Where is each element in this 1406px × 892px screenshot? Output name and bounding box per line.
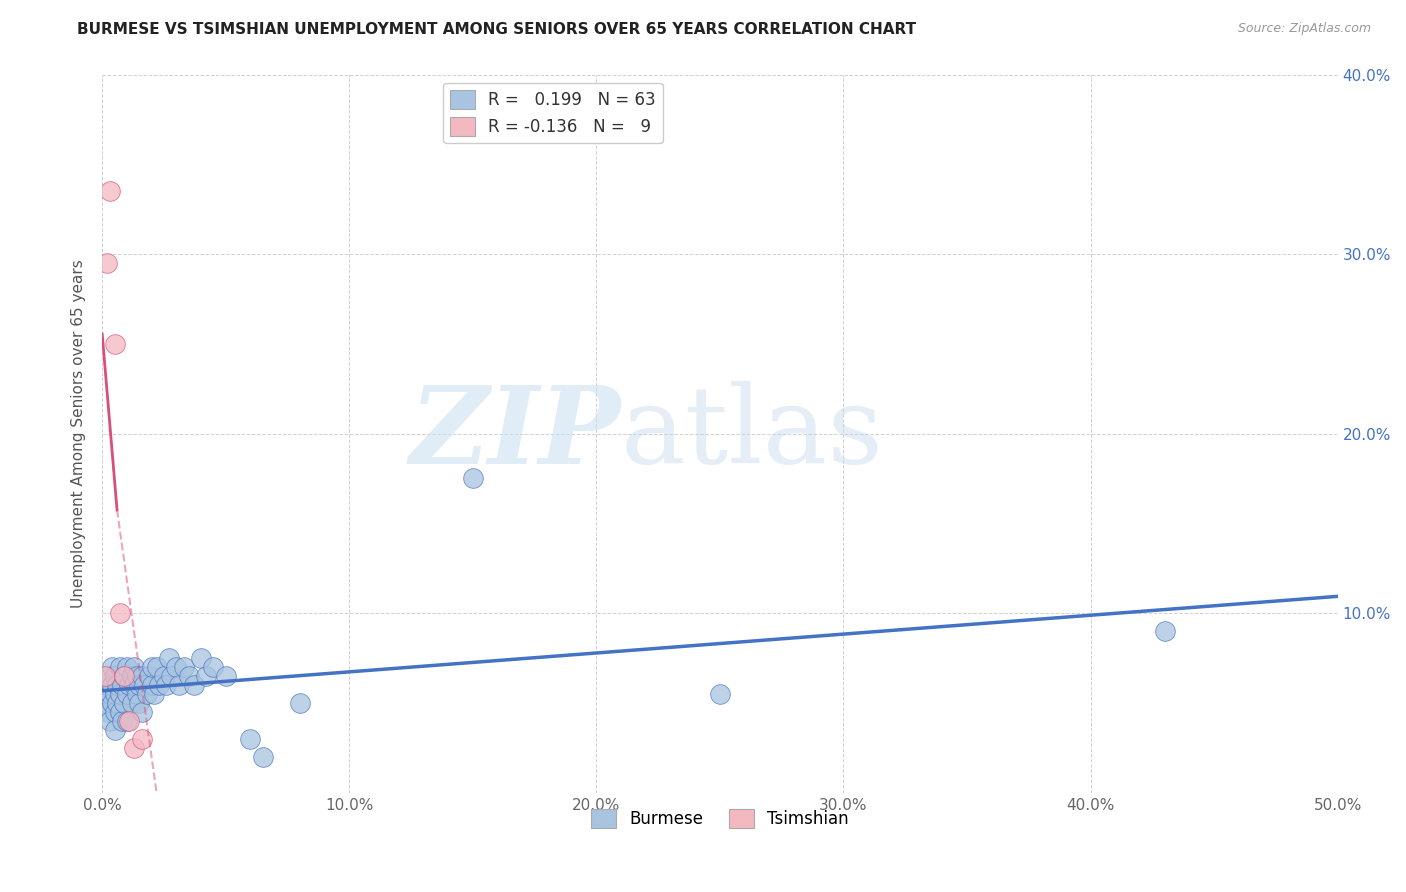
- Point: [111, 678, 134, 692]
- Point: [131, 705, 153, 719]
- Legend: Burmese, Tsimshian: Burmese, Tsimshian: [585, 802, 855, 835]
- Point: [155, 678, 177, 692]
- Point: [125, 687, 148, 701]
- Point: [143, 687, 166, 701]
- Point: [105, 696, 128, 710]
- Y-axis label: Unemployment Among Seniors over 65 years: Unemployment Among Seniors over 65 years: [72, 260, 86, 608]
- Point: [134, 678, 156, 692]
- Point: [108, 705, 131, 719]
- Point: [709, 687, 731, 701]
- Point: [125, 669, 148, 683]
- Text: Source: ZipAtlas.com: Source: ZipAtlas.com: [1237, 22, 1371, 36]
- Point: [93, 669, 115, 683]
- Point: [108, 606, 131, 620]
- Point: [98, 714, 121, 728]
- Point: [121, 696, 143, 710]
- Point: [190, 651, 212, 665]
- Point: [128, 678, 150, 692]
- Point: [135, 687, 157, 701]
- Point: [173, 660, 195, 674]
- Point: [98, 184, 121, 198]
- Point: [131, 731, 153, 746]
- Point: [96, 678, 118, 692]
- Point: [124, 740, 146, 755]
- Point: [252, 749, 274, 764]
- Point: [121, 669, 143, 683]
- Point: [461, 471, 484, 485]
- Point: [1153, 624, 1175, 638]
- Point: [114, 696, 136, 710]
- Text: ZIP: ZIP: [409, 381, 621, 487]
- Point: [103, 669, 125, 683]
- Point: [202, 660, 225, 674]
- Text: atlas: atlas: [621, 381, 884, 486]
- Point: [103, 705, 125, 719]
- Point: [138, 669, 160, 683]
- Point: [118, 714, 141, 728]
- Point: [215, 669, 238, 683]
- Point: [177, 669, 200, 683]
- Point: [141, 678, 163, 692]
- Point: [111, 714, 134, 728]
- Point: [153, 669, 176, 683]
- Point: [118, 678, 141, 692]
- Point: [108, 660, 131, 674]
- Point: [101, 660, 124, 674]
- Point: [96, 256, 118, 270]
- Point: [195, 669, 218, 683]
- Point: [114, 669, 136, 683]
- Point: [93, 696, 115, 710]
- Point: [165, 660, 187, 674]
- Point: [148, 678, 170, 692]
- Point: [103, 336, 125, 351]
- Point: [124, 660, 146, 674]
- Point: [183, 678, 205, 692]
- Point: [105, 678, 128, 692]
- Point: [96, 705, 118, 719]
- Point: [131, 669, 153, 683]
- Point: [101, 678, 124, 692]
- Point: [101, 696, 124, 710]
- Point: [160, 669, 183, 683]
- Point: [167, 678, 190, 692]
- Point: [115, 660, 138, 674]
- Point: [98, 669, 121, 683]
- Point: [103, 687, 125, 701]
- Point: [108, 687, 131, 701]
- Point: [141, 660, 163, 674]
- Point: [145, 660, 167, 674]
- Point: [114, 669, 136, 683]
- Point: [239, 731, 262, 746]
- Point: [98, 687, 121, 701]
- Point: [115, 714, 138, 728]
- Point: [157, 651, 180, 665]
- Point: [128, 696, 150, 710]
- Point: [288, 696, 311, 710]
- Point: [124, 678, 146, 692]
- Text: BURMESE VS TSIMSHIAN UNEMPLOYMENT AMONG SENIORS OVER 65 YEARS CORRELATION CHART: BURMESE VS TSIMSHIAN UNEMPLOYMENT AMONG …: [77, 22, 917, 37]
- Point: [115, 687, 138, 701]
- Point: [103, 723, 125, 737]
